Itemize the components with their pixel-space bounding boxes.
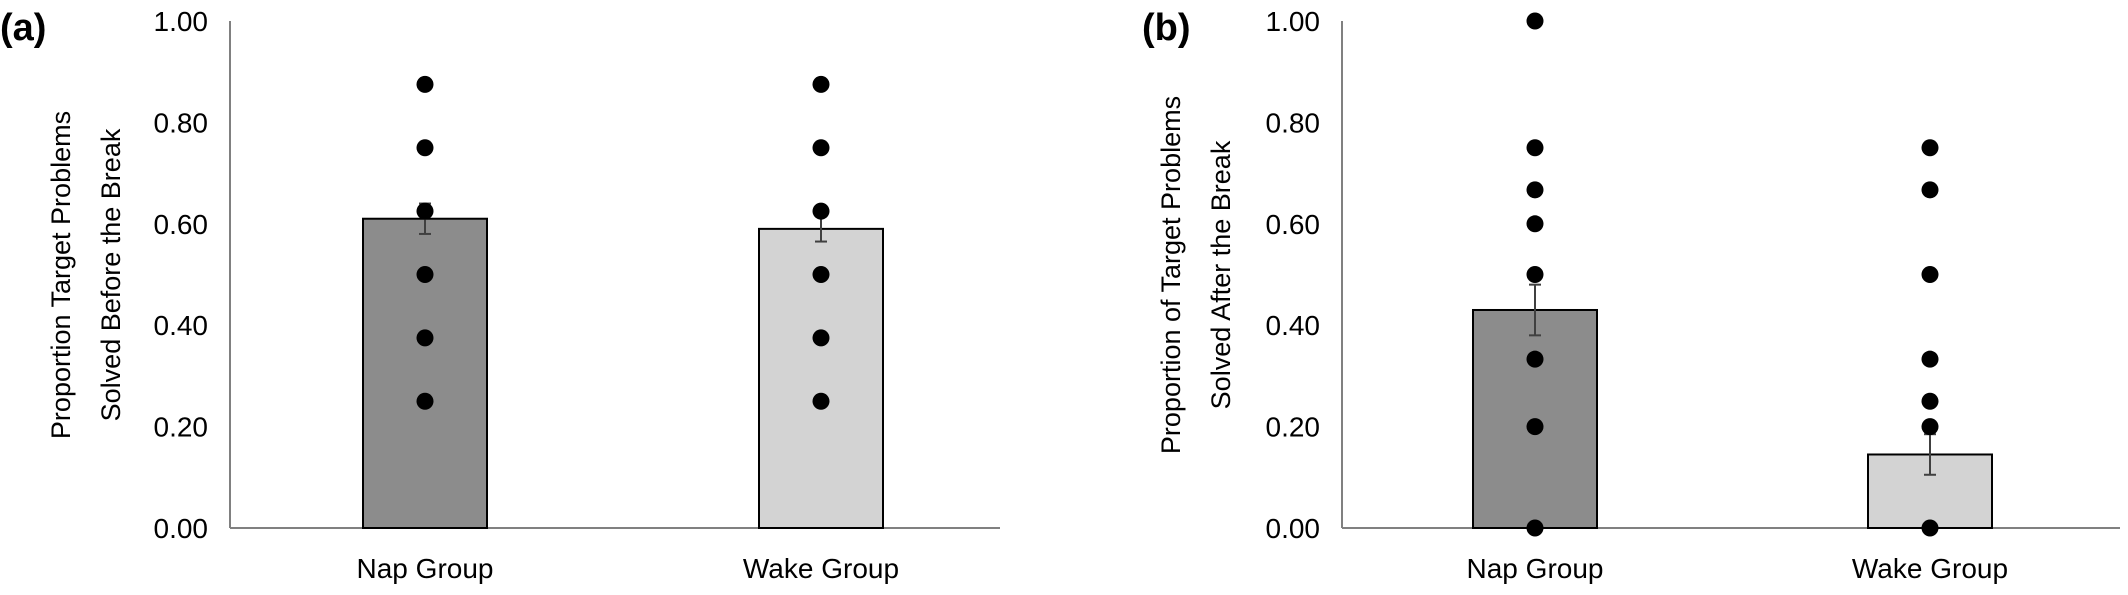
x-category-label: Wake Group <box>743 553 899 584</box>
y-axis-title-line: Proportion of Target Problems <box>1156 96 1186 454</box>
y-axis-title-line: Proportion Target Problems <box>46 111 76 439</box>
data-point <box>1921 418 1939 436</box>
data-point <box>1526 12 1544 30</box>
y-tick-label: 0.80 <box>1266 107 1321 138</box>
data-point <box>1921 392 1939 410</box>
data-point <box>1921 266 1939 283</box>
data-point <box>1526 350 1544 368</box>
data-point <box>812 329 830 347</box>
y-tick-label: 0.60 <box>1266 209 1321 240</box>
data-point <box>812 75 830 93</box>
bar-nap-group <box>362 217 488 529</box>
data-point <box>1921 181 1939 199</box>
y-tick-label: 1.00 <box>154 6 209 37</box>
data-point <box>812 266 830 283</box>
data-point <box>1526 266 1544 283</box>
chart-panel-1: (a) 0.00 0.20 0.40 0.60 0.80 1.00 Proportion Ta… <box>0 6 1000 584</box>
data-point <box>1526 139 1544 157</box>
data-point <box>1921 519 1939 537</box>
panel-label: (b) <box>1142 7 1191 49</box>
data-point <box>416 75 434 93</box>
data-point <box>416 139 434 157</box>
x-category-label: Nap Group <box>1467 553 1604 584</box>
data-point <box>1921 139 1939 157</box>
y-tick-label: 1.00 <box>1266 6 1321 37</box>
data-point <box>1526 418 1544 436</box>
x-category-label: Nap Group <box>357 553 494 584</box>
data-point <box>1526 519 1544 537</box>
data-point <box>416 329 434 347</box>
data-point <box>812 392 830 410</box>
y-tick-label: 0.60 <box>154 209 209 240</box>
y-tick-label: 0.80 <box>154 107 209 138</box>
y-tick-label: 0.40 <box>1266 310 1321 341</box>
y-tick-label: 0.20 <box>154 412 209 443</box>
y-tick-label: 0.20 <box>1266 412 1321 443</box>
data-point <box>416 202 434 220</box>
data-point <box>812 202 830 220</box>
y-axis-title-line: Solved After the Break <box>1206 140 1236 409</box>
data-point <box>1526 181 1544 199</box>
data-point <box>1526 215 1544 233</box>
y-axis-title-line: Solved Before the Break <box>96 128 126 421</box>
y-tick-label: 0.00 <box>1266 513 1321 544</box>
y-tick-label: 0.00 <box>154 513 209 544</box>
y-tick-label: 0.40 <box>154 310 209 341</box>
chart-panel-2: (b) 0.00 0.20 0.40 0.60 0.80 1.00 Proportion of… <box>1142 6 2120 584</box>
data-point <box>416 392 434 410</box>
data-point <box>812 139 830 157</box>
data-point <box>1921 350 1939 368</box>
x-category-label: Wake Group <box>1852 553 2008 584</box>
data-point <box>416 266 434 283</box>
panel-label: (a) <box>0 7 46 49</box>
